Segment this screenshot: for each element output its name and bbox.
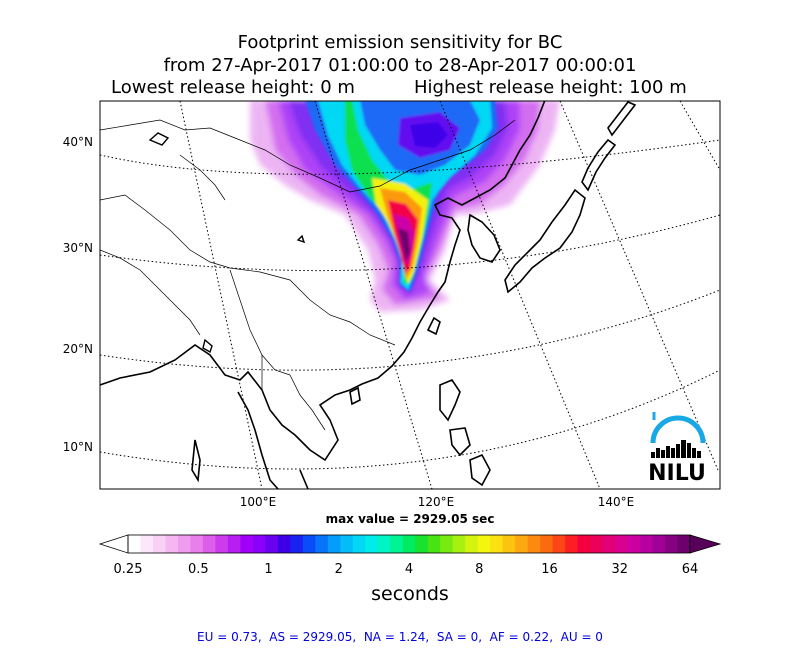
lowest-release-height: Lowest release height: 0 m xyxy=(111,77,355,98)
colorbar-under-arrow xyxy=(98,534,129,554)
colorbar-segment xyxy=(352,535,366,553)
lon-tick-labels: 100°E 120°E 140°E xyxy=(240,495,635,509)
colorbar-unit-label: seconds xyxy=(371,583,449,605)
colorbar-tick-label: 4 xyxy=(405,562,413,577)
colorbar-segment xyxy=(565,535,579,553)
colorbar-tick-label: 16 xyxy=(541,562,558,577)
colorbar-segment xyxy=(252,535,266,553)
colorbar-segment xyxy=(227,535,241,553)
colorbar-segment xyxy=(327,535,341,553)
map-frame xyxy=(99,100,721,490)
colorbar-segment xyxy=(552,535,566,553)
colorbar-segment xyxy=(602,535,616,553)
colorbar-segment xyxy=(465,535,479,553)
colorbar-segment xyxy=(365,535,379,553)
colorbar-segment xyxy=(215,535,229,553)
lon-label-100e: 100°E xyxy=(240,495,277,509)
colorbar-tick-label: 8 xyxy=(475,562,483,577)
logo-text: NILU xyxy=(648,461,706,486)
colorbar-segment xyxy=(190,535,204,553)
map-area xyxy=(100,101,720,489)
colorbar-frame xyxy=(127,534,691,554)
graticule xyxy=(100,101,720,489)
colorbar-segment xyxy=(665,535,679,553)
lat-label-30n: 30°N xyxy=(63,241,93,255)
colorbar-segment xyxy=(527,535,541,553)
regional-totals: EU = 0.73, AS = 2929.05, NA = 1.24, SA =… xyxy=(197,630,603,644)
colorbar xyxy=(98,534,722,554)
colorbar-segment xyxy=(340,535,354,553)
colorbar-segment xyxy=(652,535,666,553)
colorbar-segment xyxy=(177,535,192,553)
colorbar-segment xyxy=(152,535,167,553)
logo-arc-icon xyxy=(650,415,706,444)
lat-label-20n: 20°N xyxy=(63,342,93,356)
colorbar-segment xyxy=(290,535,304,553)
colorbar-segment xyxy=(315,535,329,553)
colorbar-segment xyxy=(515,535,529,553)
colorbar-segment xyxy=(477,535,491,553)
colorbar-segment xyxy=(427,535,441,553)
colorbar-segment xyxy=(277,535,291,553)
lat-label-40n: 40°N xyxy=(63,135,93,149)
colorbar-segment xyxy=(502,535,516,553)
colorbar-segment xyxy=(677,535,691,553)
colorbar-tick-label: 0.25 xyxy=(114,562,143,577)
colorbar-segment xyxy=(577,535,591,553)
colorbar-tick-labels: 0.25 0.5 1 2 4 8 16 32 64 xyxy=(114,562,699,577)
colorbar-segment xyxy=(140,535,154,553)
footprint-plume xyxy=(250,101,560,312)
colorbar-tick-label: 0.5 xyxy=(188,562,209,577)
colorbar-segment xyxy=(440,535,454,553)
nilu-logo: NILU xyxy=(648,412,706,486)
colorbar-segment xyxy=(402,535,416,553)
colorbar-segment xyxy=(452,535,466,553)
colorbar-segment xyxy=(202,535,217,553)
logo-skyline-icon xyxy=(651,440,701,458)
colorbar-tick-label: 2 xyxy=(335,562,343,577)
chart-title: Footprint emission sensitivity for BC xyxy=(237,32,563,53)
colorbar-tick-label: 32 xyxy=(612,562,629,577)
colorbar-segment xyxy=(627,535,641,553)
colorbar-segment xyxy=(640,535,654,553)
colorbar-segment xyxy=(390,535,404,553)
chart-subtitle-time-range: from 27-Apr-2017 01:00:00 to 28-Apr-2017… xyxy=(163,55,637,76)
lat-tick-labels: 40°N 30°N 20°N 10°N xyxy=(63,135,93,454)
colorbar-tick-label: 64 xyxy=(682,562,699,577)
country-borders xyxy=(100,119,516,431)
lat-label-10n: 10°N xyxy=(63,440,93,454)
colorbar-segment xyxy=(415,535,429,553)
colorbar-segment xyxy=(265,535,279,553)
colorbar-segment xyxy=(240,535,254,553)
colorbar-segment xyxy=(490,535,504,553)
colorbar-over-arrow xyxy=(689,534,722,554)
colorbar-segment xyxy=(377,535,391,553)
colorbar-segment xyxy=(302,535,316,553)
lon-label-140e: 140°E xyxy=(598,495,635,509)
colorbar-segment xyxy=(540,535,554,553)
highest-release-height: Highest release height: 100 m xyxy=(414,77,687,98)
colorbar-segment xyxy=(615,535,629,553)
colorbar-segment xyxy=(590,535,604,553)
colorbar-segment xyxy=(165,535,179,553)
colorbar-tick-label: 1 xyxy=(264,562,272,577)
max-value-label: max value = 2929.05 sec xyxy=(326,512,495,526)
lon-label-120e: 120°E xyxy=(418,495,455,509)
colorbar-segment xyxy=(128,535,142,553)
